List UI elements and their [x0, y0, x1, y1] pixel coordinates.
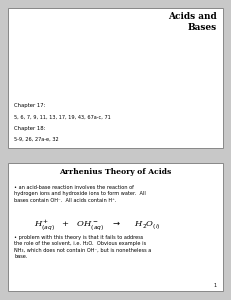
Text: Arrhenius Theory of Acids: Arrhenius Theory of Acids	[59, 168, 172, 176]
Text: H$^+_{(aq)}$   +   OH$^-_{(aq)}$   $\rightarrow$     H$_2$O$_{(l)}$: H$^+_{(aq)}$ + OH$^-_{(aq)}$ $\rightarro…	[34, 217, 161, 232]
Text: • problem with this theory is that it fails to address
the role of the solvent, : • problem with this theory is that it fa…	[15, 235, 152, 259]
Text: Acids and
Bases: Acids and Bases	[168, 12, 216, 32]
Text: Chapter 18:: Chapter 18:	[15, 126, 46, 130]
FancyBboxPatch shape	[8, 163, 223, 291]
Text: • an acid-base reaction involves the reaction of
hydrogen ions and hydroxide ion: • an acid-base reaction involves the rea…	[15, 185, 146, 203]
Text: 5, 6, 7, 9, 11, 13, 17, 19, 43, 67a-c, 71: 5, 6, 7, 9, 11, 13, 17, 19, 43, 67a-c, 7…	[15, 114, 111, 119]
Text: 5-9, 26, 27a-e, 32: 5-9, 26, 27a-e, 32	[15, 137, 59, 142]
Text: Chapter 17:: Chapter 17:	[15, 103, 46, 108]
Text: 1: 1	[213, 284, 216, 288]
FancyBboxPatch shape	[8, 8, 223, 148]
